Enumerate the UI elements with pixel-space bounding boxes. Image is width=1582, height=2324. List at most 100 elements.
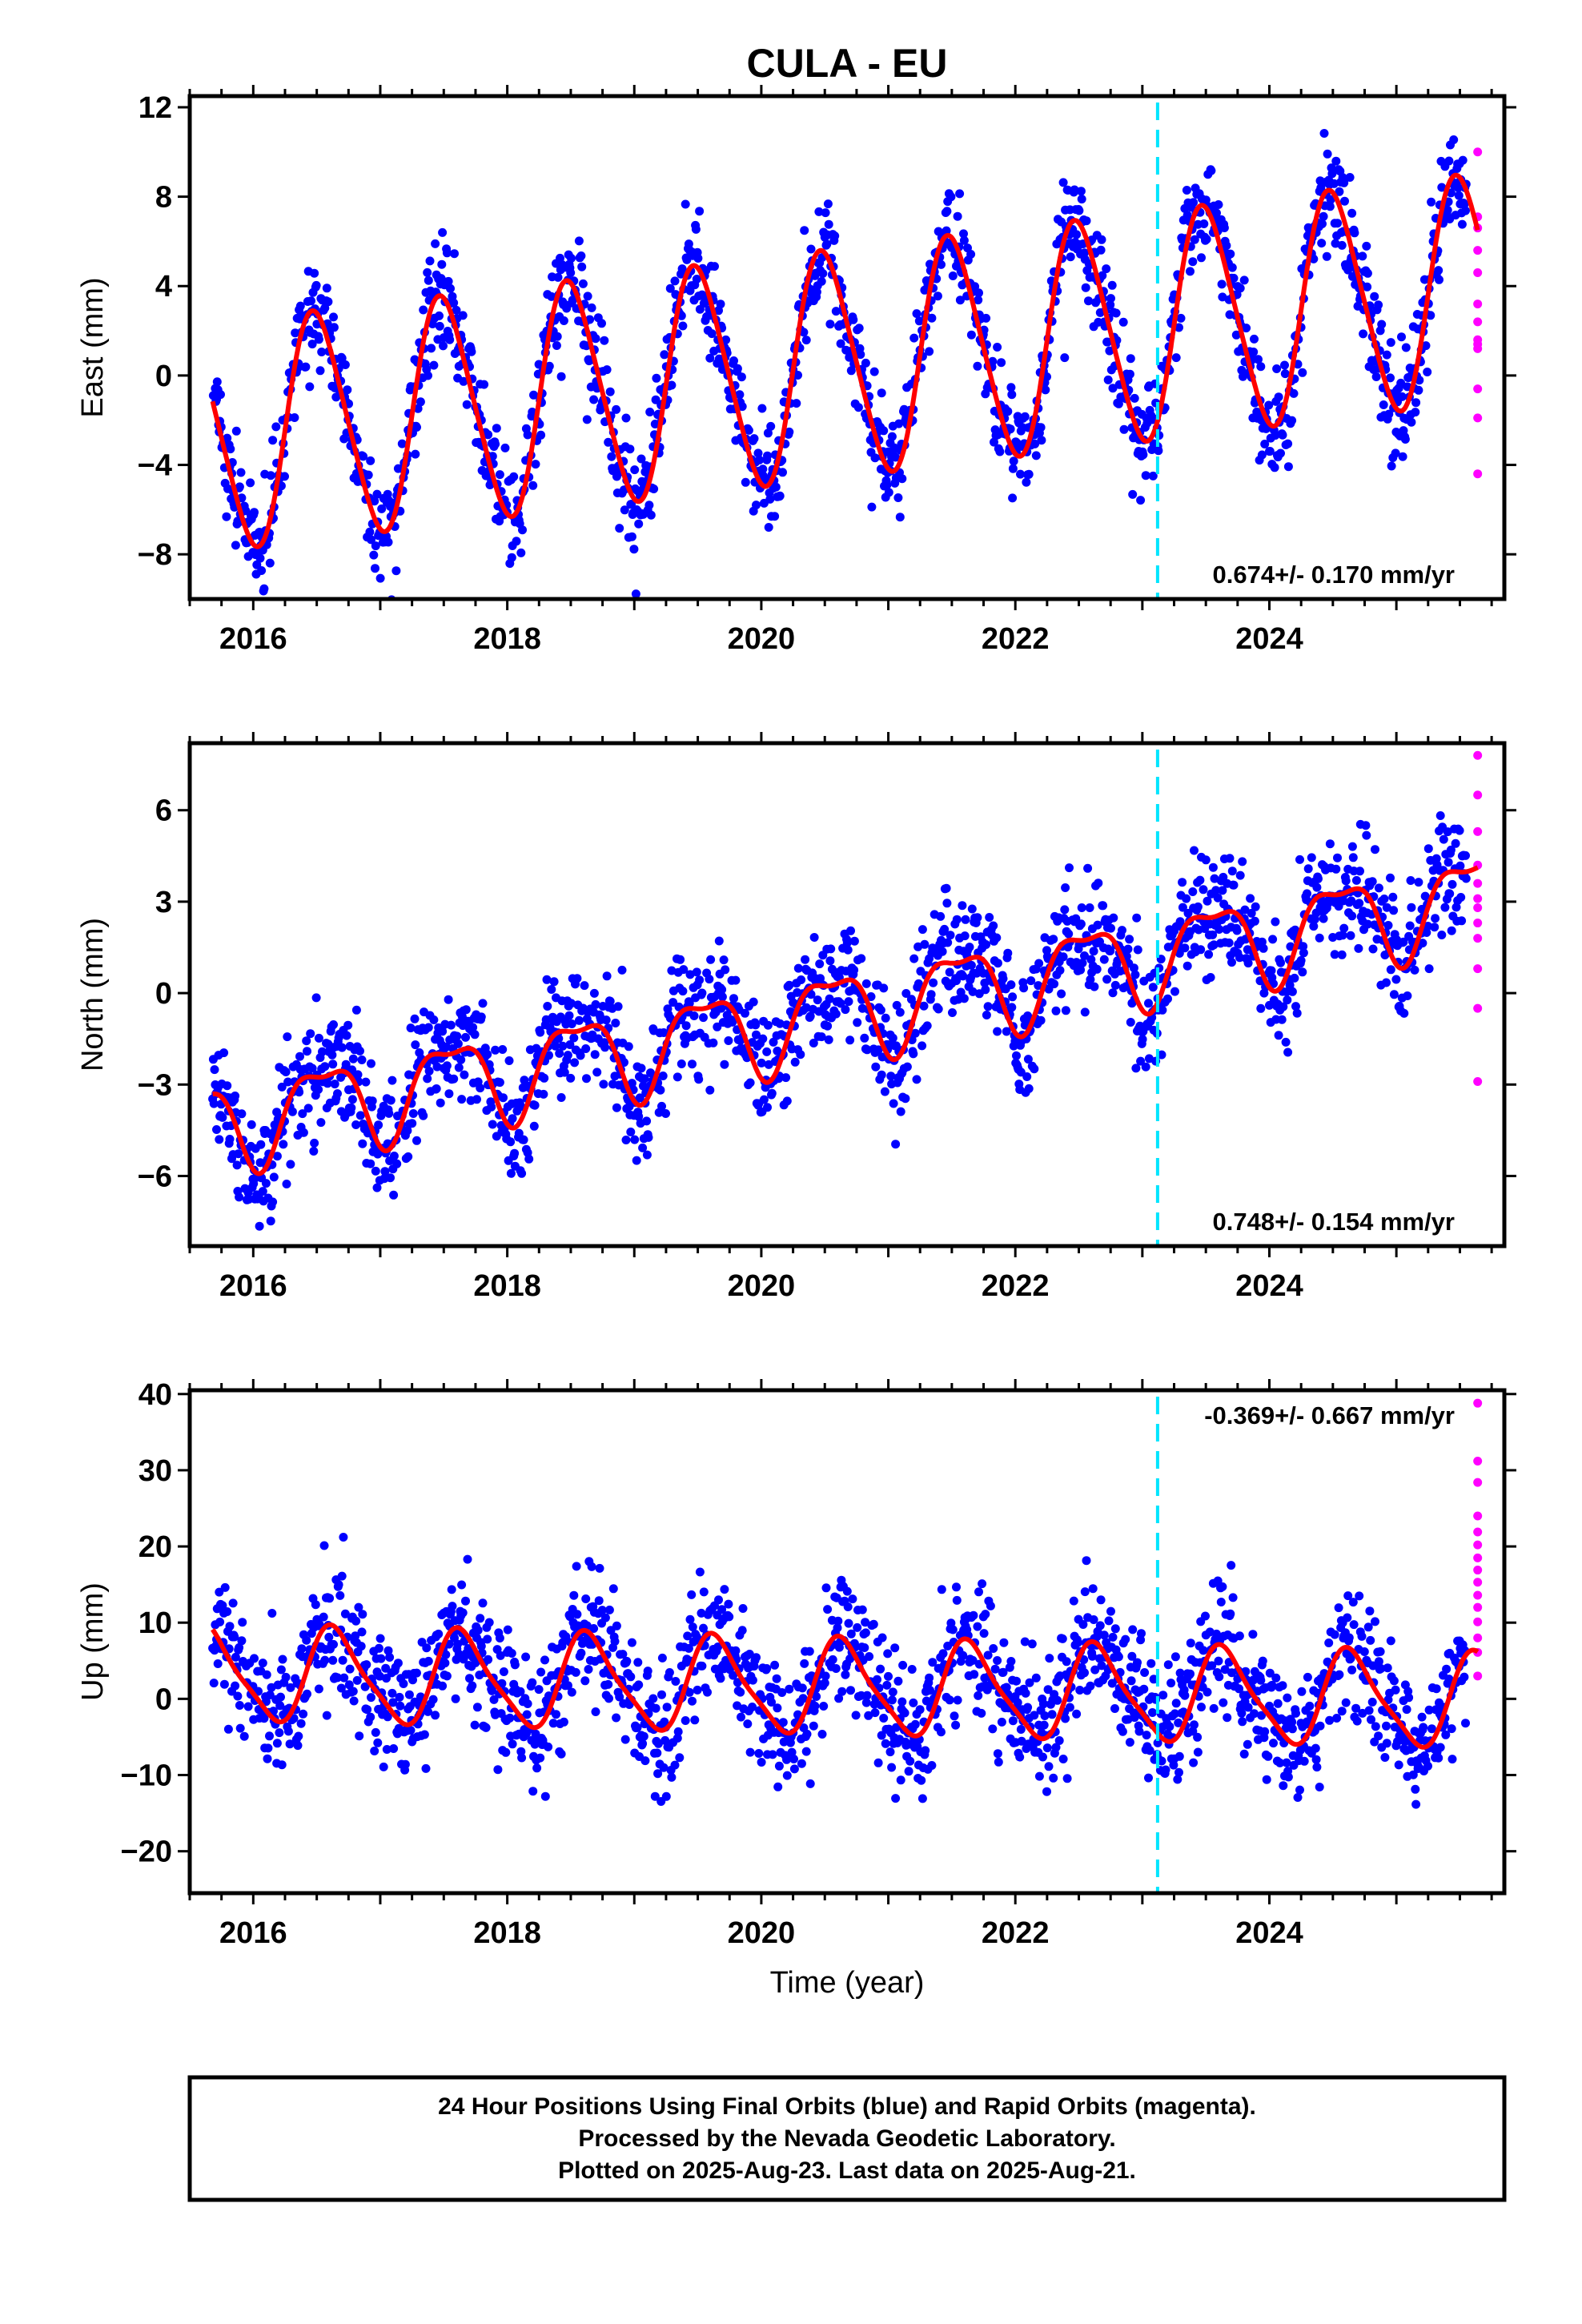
data-point <box>1066 252 1075 262</box>
data-point <box>1341 876 1351 886</box>
data-point <box>315 1620 324 1630</box>
data-point <box>1132 913 1142 923</box>
y-tick-label: 3 <box>155 886 172 919</box>
data-point <box>1076 919 1086 929</box>
data-point <box>1049 935 1058 944</box>
data-point <box>337 1043 347 1052</box>
data-point <box>432 1084 441 1093</box>
data-point <box>965 943 974 952</box>
data-point <box>1166 1679 1176 1688</box>
data-point <box>438 1027 448 1036</box>
data-point <box>529 390 538 400</box>
data-point <box>1426 311 1435 320</box>
data-point <box>831 307 841 316</box>
data-point <box>646 1068 655 1078</box>
data-point <box>548 1719 558 1728</box>
data-point <box>782 1096 792 1106</box>
data-point <box>215 1617 225 1626</box>
data-point <box>1038 1752 1047 1762</box>
data-point <box>338 1655 347 1665</box>
data-point <box>1213 1576 1223 1586</box>
data-point <box>393 464 403 473</box>
data-point <box>261 1179 271 1188</box>
data-point <box>280 472 289 481</box>
data-point <box>491 1045 500 1055</box>
data-point <box>1279 1002 1288 1011</box>
rapid-point <box>1473 300 1483 309</box>
model-fit-line <box>210 172 1480 549</box>
data-point <box>632 1723 642 1732</box>
data-point <box>1289 388 1299 398</box>
data-point <box>644 1132 653 1142</box>
data-point <box>755 455 765 464</box>
data-point <box>1042 372 1051 381</box>
data-point <box>1362 830 1371 840</box>
data-point <box>297 1644 307 1654</box>
data-point <box>567 1019 576 1028</box>
data-point <box>307 1063 317 1073</box>
data-point <box>347 1095 357 1104</box>
data-point <box>689 1011 699 1020</box>
data-point <box>1382 978 1391 987</box>
rapid-point <box>1473 790 1483 800</box>
data-point <box>419 1111 428 1120</box>
data-point <box>470 1030 480 1039</box>
data-point <box>1034 1771 1044 1781</box>
data-point <box>645 408 655 416</box>
data-point <box>966 250 976 259</box>
data-point <box>528 480 538 490</box>
data-point <box>1157 1050 1166 1059</box>
data-point <box>589 1624 599 1633</box>
data-point <box>909 333 919 343</box>
data-point <box>277 1760 287 1770</box>
data-point <box>1076 965 1086 975</box>
data-point <box>1274 1031 1283 1040</box>
data-point <box>1423 368 1432 376</box>
data-point <box>508 1114 517 1124</box>
data-point <box>667 966 677 975</box>
data-point <box>517 1753 527 1763</box>
data-point <box>510 1148 520 1158</box>
data-point <box>565 1040 575 1049</box>
data-point <box>836 999 845 1008</box>
y-axis-label: East (mm) <box>76 277 110 417</box>
data-point <box>1446 845 1456 854</box>
data-point <box>1223 1713 1232 1723</box>
data-point <box>1085 903 1094 912</box>
x-tick-label: 2020 <box>728 622 796 656</box>
data-point <box>570 1058 580 1068</box>
data-point <box>846 366 856 376</box>
data-point <box>1457 219 1467 229</box>
data-point <box>741 477 750 487</box>
data-point <box>1232 926 1242 935</box>
data-point <box>456 1055 466 1064</box>
data-point <box>442 1042 452 1051</box>
data-point <box>1188 887 1198 896</box>
data-point <box>1299 942 1308 951</box>
data-point <box>685 999 694 1008</box>
data-point <box>775 491 785 501</box>
data-point <box>857 1605 867 1614</box>
data-point <box>235 482 244 492</box>
data-point <box>408 1675 417 1685</box>
data-point <box>729 356 738 365</box>
data-point <box>896 1775 905 1785</box>
data-point <box>1058 952 1068 962</box>
data-point <box>212 377 222 387</box>
data-point <box>1235 870 1245 880</box>
data-point <box>551 1041 560 1051</box>
data-point <box>627 532 636 541</box>
data-point <box>843 945 853 955</box>
data-point <box>1080 951 1089 960</box>
data-point <box>408 1119 417 1128</box>
data-point <box>870 453 880 463</box>
data-point <box>853 1622 862 1632</box>
data-point <box>487 1102 496 1112</box>
data-point <box>476 1642 486 1651</box>
data-point <box>291 328 300 338</box>
data-point <box>1358 251 1367 261</box>
data-point <box>295 1088 304 1097</box>
data-point <box>709 1038 718 1047</box>
data-point <box>678 987 688 996</box>
data-point <box>886 1072 896 1081</box>
